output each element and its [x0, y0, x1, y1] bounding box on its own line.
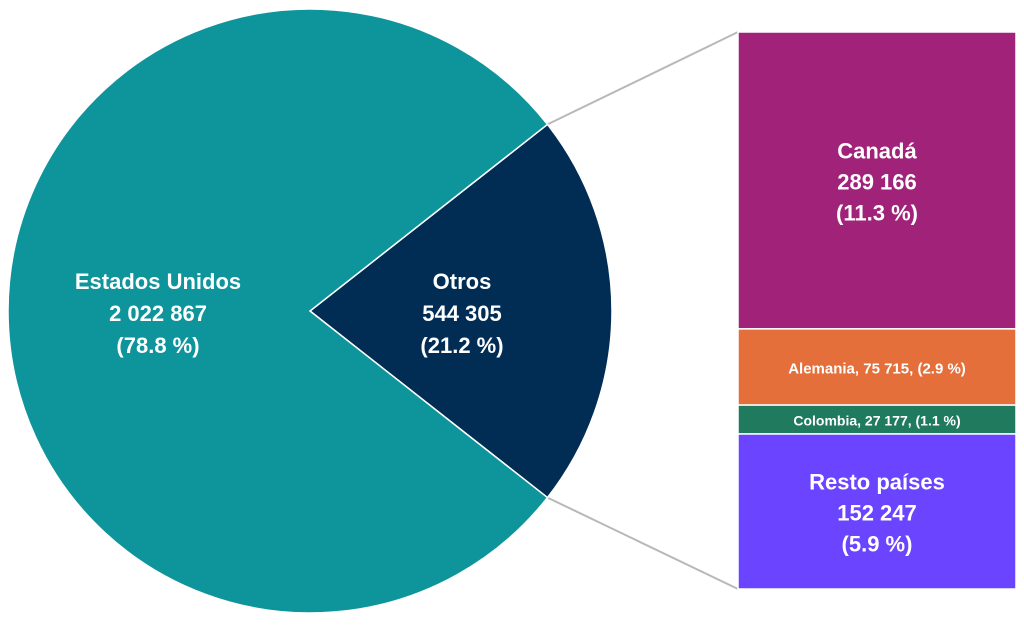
pie-label-estados-unidos-percent: (78.8 %): [116, 333, 199, 358]
pie-slice-otros: [308, 123, 613, 499]
bar-segment-alemania: [737, 328, 1017, 406]
breakdown-bar: [737, 31, 1017, 590]
bar-label-resto-paises-percent: (5.9 %): [842, 531, 913, 556]
pie-label-otros-name: Otros: [433, 269, 492, 294]
bar-label-resto-paises-value: 152 247: [837, 500, 917, 525]
bar-label-alemania-percent: (2.9 %): [917, 360, 965, 377]
bar-label-colombia-value: 27 177,: [865, 413, 916, 429]
bar-segment-colombia: [737, 404, 1017, 435]
connector-lines: [547, 31, 739, 590]
bar-label-alemania-name: Alemania: [788, 360, 855, 377]
pie-label-otros-percent: (21.2 %): [420, 333, 503, 358]
bar-label-canada-percent: (11.3 %): [836, 200, 918, 225]
pie: [7, 8, 613, 614]
pie-label-estados-unidos-name: Estados Unidos: [75, 269, 241, 294]
labels: Estados Unidos 2 022 867 (78.8 %) Otros 544 …: [75, 138, 966, 556]
bar-label-colombia: Colombia, 27 177, (1.1 %): [793, 413, 960, 429]
bar-segment-resto-paises: [737, 433, 1017, 590]
pie-label-estados-unidos-value: 2 022 867: [109, 301, 207, 326]
bar-label-alemania: Alemania, 75 715, (2.9 %): [788, 360, 966, 377]
bar-segment-canada: [737, 31, 1017, 330]
bar-label-colombia-name: Colombia: [793, 413, 857, 429]
bar-label-canada-value: 289 166: [837, 169, 917, 194]
bar-label-canada-name: Canadá: [837, 138, 917, 163]
connector-line-bottom: [547, 496, 739, 590]
pie-slice-estados-unidos: [7, 8, 549, 614]
connector-line-top: [547, 31, 739, 126]
pie-label-otros-value: 544 305: [422, 301, 502, 326]
bar-label-resto-paises-name: Resto países: [809, 469, 945, 494]
bar-label-colombia-percent: (1.1 %): [916, 413, 961, 429]
bar-label-alemania-value: 75 715,: [863, 360, 917, 377]
